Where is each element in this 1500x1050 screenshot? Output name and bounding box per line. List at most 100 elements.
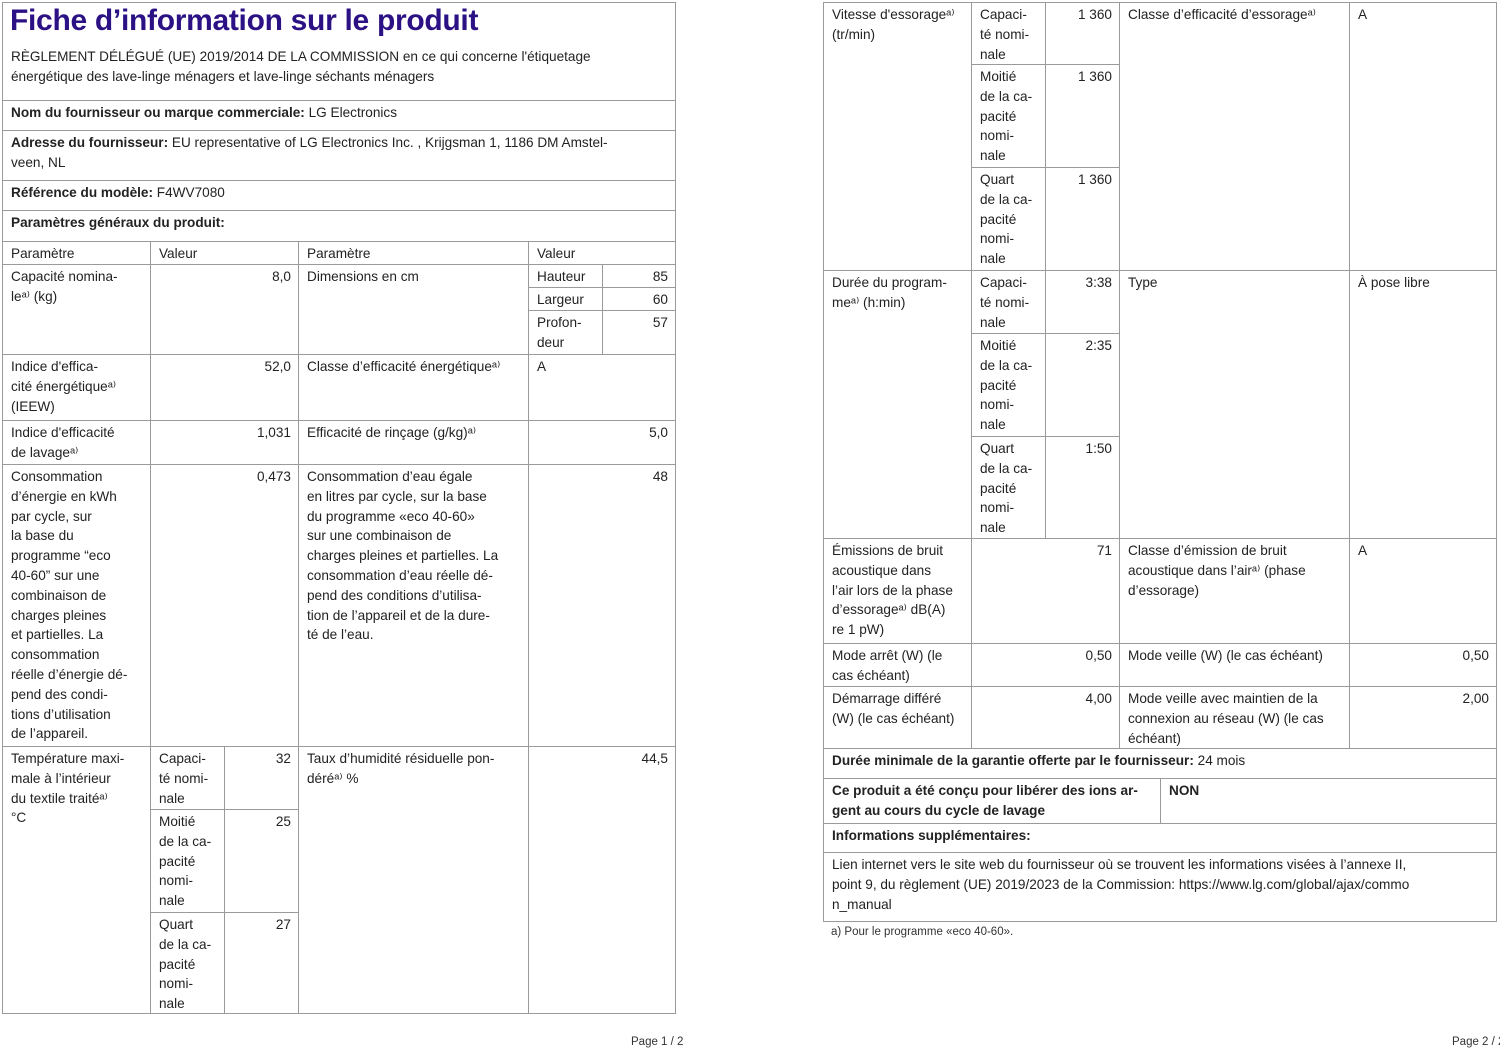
standby-value: 0,50 — [1349, 643, 1497, 687]
guarantee-row-text-1: 24 mois — [1193, 753, 1246, 768]
supplier-link-row-text-1[interactable]: https://www.lg.com/global/ajax/commo n_m… — [832, 876, 1410, 912]
water-consumption-value-text: 48 — [652, 469, 668, 484]
capacity-value-text: 8,0 — [272, 269, 291, 284]
footnote: a) Pour le programme «eco 40-60». — [831, 926, 1014, 938]
spin-class-value-text: A — [1358, 7, 1368, 22]
spin-half-value: 1 360 — [1045, 64, 1120, 168]
max-temp-half-label-text: Moitié de la ca- pacité nomi- nale — [159, 814, 212, 909]
additional-info-heading-text: Informations supplémentaires: — [832, 828, 1031, 843]
guarantee-row: Durée minimale de la garantie offerte pa… — [823, 748, 1497, 779]
silver-ions-label-text: Ce produit a été conçu pour libérer des … — [832, 783, 1138, 818]
supplier-link-row-text-0: Lien internet vers le site web du fourni… — [832, 857, 1407, 892]
max-temp-half-label: Moitié de la ca- pacité nomi- nale — [150, 809, 225, 913]
spin-speed-label: Vitesse d'essorageᵃ⁾ (tr/min) — [823, 2, 972, 271]
max-temp-quarter-label-text: Quart de la ca- pacité nomi- nale — [159, 917, 212, 1012]
model-row-text-0: Référence du modèle: — [11, 185, 154, 200]
noise-class-label-text: Classe d’émission de bruit acoustique da… — [1128, 543, 1306, 598]
silver-ions-value-text: NON — [1169, 783, 1200, 798]
water-consumption-label: Consommation d’eau égale en litres par c… — [298, 464, 529, 747]
page-title: Fiche d’information sur le produit — [10, 4, 479, 37]
max-temp-full-label: Capaci- té nomi- nale — [150, 746, 225, 810]
max-temp-half-value-text: 25 — [275, 814, 291, 829]
eei-value-text: 52,0 — [264, 359, 291, 374]
silver-ions-value: NON — [1160, 778, 1497, 824]
model-row-text-1: F4WV7080 — [153, 185, 225, 200]
rinsing-label-text: Efficacité de rinçage (g/kg)ᵃ⁾ — [307, 425, 477, 440]
regulation-block: RÈGLEMENT DÉLÉGUÉ (UE) 2019/2014 DE LA C… — [2, 2, 676, 101]
dimensions-label: Dimensions en cm — [298, 264, 529, 355]
width-label: Largeur — [528, 287, 603, 311]
address-row: Adresse du fournisseur: EU representativ… — [2, 130, 676, 181]
energy-class-value-text: A — [537, 359, 547, 374]
header-param-2-text: Paramètre — [307, 246, 371, 261]
duration-quarter-value: 1:50 — [1045, 436, 1120, 539]
max-temp-label-text: Température maxi- male à l’intérieur du … — [11, 751, 125, 826]
spin-quarter-label-text: Quart de la ca- pacité nomi- nale — [980, 172, 1033, 267]
rinsing-value-text: 5,0 — [649, 425, 668, 440]
address-row-text-1: EU representative of LG Electronics Inc.… — [11, 135, 608, 170]
height-value: 85 — [602, 264, 676, 288]
off-mode-label: Mode arrêt (W) (le cas échéant) — [823, 643, 972, 687]
capacity-label-text: Capacité nomina- leᵃ⁾ (kg) — [11, 269, 118, 304]
networked-standby-value-text: 2,00 — [1462, 691, 1489, 706]
depth-value: 57 — [602, 310, 676, 355]
header-value-1-text: Valeur — [159, 246, 198, 261]
energy-class-label: Classe d’efficacité énergétiqueᵃ⁾ — [298, 354, 529, 421]
duration-quarter-label: Quart de la ca- pacité nomi- nale — [971, 436, 1046, 539]
general-params-heading-text: Paramètres généraux du produit: — [11, 215, 225, 230]
depth-label-text: Profon- deur — [537, 315, 582, 350]
type-label: Type — [1119, 270, 1350, 539]
page-number-1: Page 1 / 2 — [631, 1036, 684, 1048]
spin-class-value: A — [1349, 2, 1497, 271]
width-value-text: 60 — [652, 292, 668, 307]
duration-quarter-label-text: Quart de la ca- pacité nomi- nale — [980, 441, 1033, 536]
max-temp-quarter-label: Quart de la ca- pacité nomi- nale — [150, 912, 225, 1014]
type-label-text: Type — [1128, 275, 1158, 290]
standby-value-text: 0,50 — [1462, 648, 1489, 663]
depth-value-text: 57 — [652, 315, 668, 330]
moisture-value-text: 44,5 — [641, 751, 668, 766]
off-mode-label-text: Mode arrêt (W) (le cas échéant) — [832, 648, 943, 683]
duration-half-value-text: 2:35 — [1085, 338, 1112, 353]
wash-index-value-text: 1,031 — [256, 425, 291, 440]
eei-label: Indice d'effica- cité énergétiqueᵃ⁾ (IEE… — [2, 354, 151, 421]
energy-class-label-text: Classe d’efficacité énergétiqueᵃ⁾ — [307, 359, 501, 374]
type-value: À pose libre — [1349, 270, 1497, 539]
spin-half-label-text: Moitié de la ca- pacité nomi- nale — [980, 69, 1033, 164]
spin-full-label: Capaci- té nomi- nale — [971, 2, 1046, 65]
energy-consumption-label-text: Consommation d’énergie en kWh par cycle,… — [11, 469, 128, 742]
max-temp-quarter-value-text: 27 — [275, 917, 291, 932]
moisture-label-text: Taux d’humidité résiduelle pon- déréᵃ⁾ % — [307, 751, 495, 786]
max-temp-label: Température maxi- male à l’intérieur du … — [2, 746, 151, 1014]
noise-class-label: Classe d’émission de bruit acoustique da… — [1119, 538, 1350, 644]
duration-full-value: 3:38 — [1045, 270, 1120, 334]
noise-value-text: 71 — [1096, 543, 1112, 558]
type-value-text: À pose libre — [1358, 275, 1430, 290]
wash-index-label: Indice d'efficacité de lavageᵃ⁾ — [2, 420, 151, 465]
spin-half-value-text: 1 360 — [1077, 69, 1112, 84]
standby-label-text: Mode veille (W) (le cas échéant) — [1128, 648, 1323, 663]
header-value-2-text: Valeur — [537, 246, 576, 261]
rinsing-label: Efficacité de rinçage (g/kg)ᵃ⁾ — [298, 420, 529, 465]
delay-start-label-text: Démarrage différé (W) (le cas échéant) — [832, 691, 955, 726]
capacity-label: Capacité nomina- leᵃ⁾ (kg) — [2, 264, 151, 355]
capacity-value: 8,0 — [150, 264, 299, 355]
energy-class-value: A — [528, 354, 676, 421]
networked-standby-label-text: Mode veille avec maintien de la connexio… — [1128, 691, 1324, 746]
width-value: 60 — [602, 287, 676, 311]
page-number-2: Page 2 / 2 — [1452, 1036, 1500, 1048]
spin-speed-label-text: Vitesse d'essorageᵃ⁾ (tr/min) — [832, 7, 955, 42]
guarantee-row-text-0: Durée minimale de la garantie offerte pa… — [832, 753, 1194, 768]
dimensions-label-text: Dimensions en cm — [307, 269, 419, 284]
spin-quarter-value: 1 360 — [1045, 167, 1120, 271]
delay-start-value-text: 4,00 — [1085, 691, 1112, 706]
supplier-link-row: Lien internet vers le site web du fourni… — [823, 852, 1497, 922]
wash-index-value: 1,031 — [150, 420, 299, 465]
delay-start-value: 4,00 — [971, 686, 1120, 749]
duration-full-label: Capaci- té nomi- nale — [971, 270, 1046, 334]
networked-standby-value: 2,00 — [1349, 686, 1497, 749]
spin-full-label-text: Capaci- té nomi- nale — [980, 7, 1030, 62]
height-label-text: Hauteur — [537, 269, 586, 284]
max-temp-full-value: 32 — [224, 746, 299, 810]
duration-quarter-value-text: 1:50 — [1085, 441, 1112, 456]
